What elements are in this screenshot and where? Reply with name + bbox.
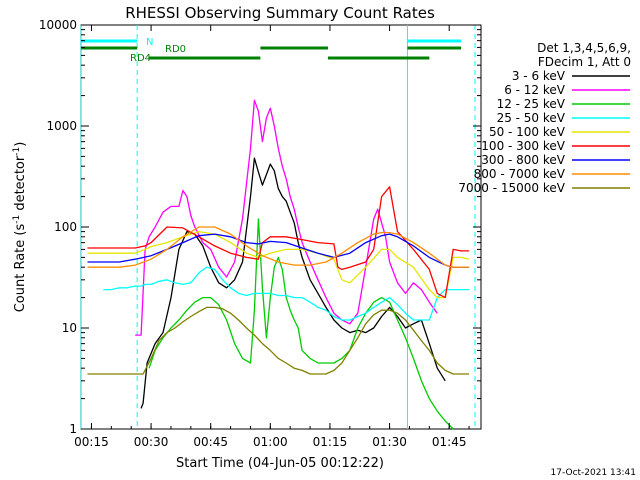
legend-label-8: 7000 - 15000 keV xyxy=(458,181,565,195)
x-tick-label-2: 00:45 xyxy=(193,435,228,449)
y-tick-label-1: 10 xyxy=(62,321,77,335)
series-line-8 xyxy=(87,306,470,375)
series-line-7 xyxy=(87,226,470,268)
legend-label-1: 6 - 12 keV xyxy=(504,83,566,97)
series-line-1 xyxy=(135,99,438,336)
legend-label-4: 50 - 100 keV xyxy=(489,125,566,139)
legend-label-5: 100 - 300 keV xyxy=(481,139,565,153)
y-tick-label-0: 1 xyxy=(69,422,77,436)
x-tick-label-5: 01:30 xyxy=(372,435,407,449)
legend: Det 1,3,4,5,6,9, FDecim 1, Att 0 3 - 6 k… xyxy=(458,41,631,195)
legend-header-2: FDecim 1, Att 0 xyxy=(538,55,631,69)
x-tick-label-0: 00:15 xyxy=(74,435,109,449)
x-tick-label-6: 01:45 xyxy=(432,435,467,449)
footer-timestamp: 17-Oct-2021 13:41 xyxy=(551,468,636,478)
y-axis-label-main: Count Rate (s xyxy=(13,224,28,313)
x-axis-label: Start Time (04-Jun-05 00:12:22) xyxy=(176,456,384,471)
legend-label-3: 25 - 50 keV xyxy=(497,111,566,125)
legend-label-7: 800 - 7000 keV xyxy=(474,167,566,181)
legend-label-6: 300 - 800 keV xyxy=(481,153,565,167)
y-tick-label-2: 100 xyxy=(54,220,77,234)
y-tick-label-4: 10000 xyxy=(39,18,77,32)
y-axis-label-sup1: -1 xyxy=(12,215,22,224)
plot-area: 00:15 00:30 00:45 01:00 01:15 01:30 01:45 1101… xyxy=(39,18,482,449)
x-tick-label-3: 01:00 xyxy=(253,435,288,449)
x-tick-label-1: 00:30 xyxy=(134,435,169,449)
legend-header-1: Det 1,3,4,5,6,9, xyxy=(537,41,631,55)
series-line-5 xyxy=(87,186,470,299)
chart-title: RHESSI Observing Summary Count Rates xyxy=(125,4,435,22)
attenuator-bars xyxy=(81,39,462,60)
y-axis-label: Count Rate (s-1 detector-1) xyxy=(12,142,28,313)
rd0-label: RD0 xyxy=(165,44,186,55)
y-axis-label-mid: detector xyxy=(13,155,28,215)
series-lines xyxy=(87,99,470,430)
plot-frame xyxy=(80,24,482,430)
rd4-label: RD4 xyxy=(130,53,151,64)
n-label: N xyxy=(146,37,153,48)
y-axis: 1 10 100 1000 10000 xyxy=(39,18,481,436)
y-axis-label-sup2: -1 xyxy=(12,147,22,156)
series-line-6 xyxy=(87,233,470,268)
y-axis-label-end: ) xyxy=(13,142,28,147)
legend-label-2: 12 - 25 keV xyxy=(497,97,566,111)
series-line-3 xyxy=(103,266,470,321)
x-axis: 00:15 00:30 00:45 01:00 01:15 01:30 01:45 xyxy=(74,25,470,449)
x-tick-label-4: 01:15 xyxy=(313,435,348,449)
legend-label-0: 3 - 6 keV xyxy=(512,69,566,83)
vertical-markers xyxy=(80,25,476,429)
y-tick-label-3: 1000 xyxy=(46,119,77,133)
series-line-4 xyxy=(87,230,470,299)
